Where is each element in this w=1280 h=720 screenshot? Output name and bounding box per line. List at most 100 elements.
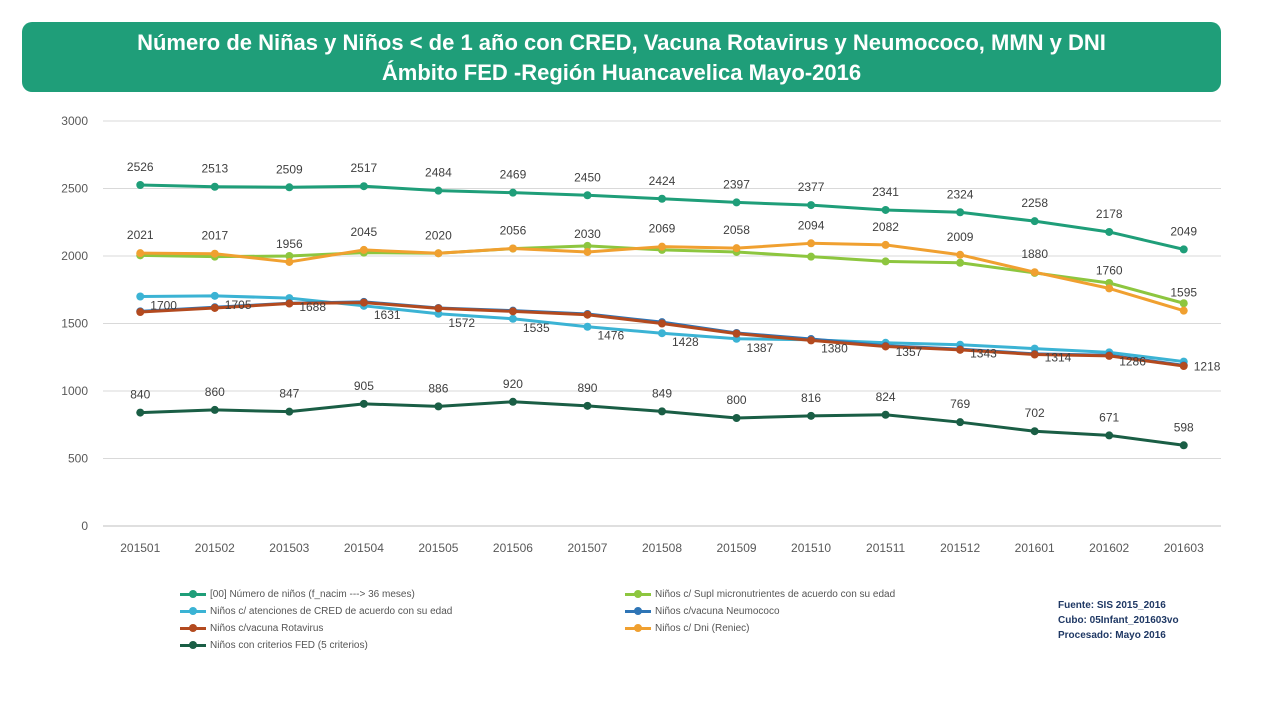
legend-item: Niños c/vacuna Neumococo: [625, 603, 780, 619]
data-label: 2178: [1096, 207, 1123, 221]
data-label: 2094: [798, 218, 825, 232]
data-label: 2045: [351, 225, 378, 239]
data-point: [1030, 350, 1039, 359]
data-label: 2258: [1021, 196, 1048, 210]
data-point: [956, 345, 965, 354]
data-label: 1595: [1170, 286, 1197, 300]
data-label: 2377: [798, 180, 825, 194]
source-line: Fuente: SIS 2015_2016: [1058, 600, 1166, 611]
data-label: 2424: [649, 174, 676, 188]
data-label: 890: [577, 381, 597, 395]
x-tick-label: 201511: [866, 541, 905, 555]
data-label: 1572: [448, 316, 475, 330]
legend-marker: [625, 605, 651, 617]
data-point: [881, 342, 890, 351]
data-label: 2513: [201, 162, 228, 176]
data-label: 2069: [649, 222, 676, 236]
data-point: [359, 182, 368, 191]
data-label: 920: [503, 377, 523, 391]
data-point: [881, 257, 890, 266]
data-label: 1286: [1119, 354, 1146, 368]
legend-label: Niños c/ Dni (Reniec): [655, 622, 750, 634]
x-tick-label: 201508: [642, 541, 682, 555]
data-point: [508, 314, 517, 323]
data-point: [1105, 227, 1114, 236]
data-point: [434, 304, 443, 313]
data-point: [1030, 268, 1039, 277]
y-tick-label: 2000: [61, 249, 88, 263]
data-label: 1535: [523, 321, 550, 335]
legend: [00] Número de niños (f_nacim ---> 36 me…: [180, 586, 1020, 666]
data-label: 2056: [500, 223, 527, 237]
data-label: 1380: [821, 342, 848, 356]
data-point: [136, 180, 145, 189]
data-label: 840: [130, 388, 150, 402]
data-label: 849: [652, 386, 672, 400]
legend-item: Niños c/ Supl micronutrientes de acuerdo…: [625, 586, 895, 602]
legend-marker: [180, 622, 206, 634]
chart-subtitle: Ámbito FED -Región Huancavelica Mayo-201…: [381, 60, 862, 85]
chart-title: Número de Niñas y Niños < de 1 año con C…: [137, 30, 1106, 55]
source-line: Cubo: 05Infant_201603vo: [1058, 615, 1179, 626]
legend-marker: [625, 588, 651, 600]
x-tick-label: 201602: [1089, 541, 1129, 555]
x-tick-label: 201503: [269, 541, 309, 555]
data-point: [956, 208, 965, 217]
data-label: 2017: [201, 229, 228, 243]
source-note: Fuente: SIS 2015_2016 Cubo: 05Infant_201…: [1058, 598, 1179, 643]
data-point: [732, 198, 741, 207]
data-point: [1179, 362, 1188, 371]
legend-item: Niños c/ atenciones de CRED de acuerdo c…: [180, 603, 452, 619]
data-point: [807, 336, 816, 345]
data-point: [210, 303, 219, 312]
data-point: [583, 191, 592, 200]
x-tick-label: 201502: [195, 541, 235, 555]
data-point: [359, 399, 368, 408]
data-point: [508, 397, 517, 406]
data-label: 1688: [299, 300, 326, 314]
data-point: [210, 249, 219, 258]
data-point: [508, 307, 517, 316]
data-label: 2049: [1170, 224, 1197, 238]
data-label: 1880: [1021, 247, 1048, 261]
legend-swatch-dot: [189, 624, 197, 632]
x-tick-label: 201510: [791, 541, 831, 555]
data-point: [508, 244, 517, 253]
data-label: 2469: [500, 168, 527, 182]
data-label: 1357: [896, 345, 923, 359]
legend-swatch-dot: [189, 641, 197, 649]
data-point: [210, 405, 219, 414]
data-point: [1179, 441, 1188, 450]
data-point: [1179, 299, 1188, 308]
data-label: 1956: [276, 237, 303, 251]
data-point: [434, 249, 443, 258]
legend-marker: [625, 622, 651, 634]
data-point: [1179, 306, 1188, 315]
data-point: [1105, 284, 1114, 293]
data-point: [285, 257, 294, 266]
legend-swatch-dot: [634, 590, 642, 598]
data-point: [136, 249, 145, 258]
data-label: 2484: [425, 166, 452, 180]
data-label: 2509: [276, 162, 303, 176]
data-point: [1179, 245, 1188, 254]
legend-swatch-dot: [189, 607, 197, 615]
data-label: 2020: [425, 228, 452, 242]
data-point: [807, 201, 816, 210]
data-point: [881, 410, 890, 419]
data-label: 847: [279, 387, 299, 401]
legend-swatch-dot: [634, 624, 642, 632]
data-point: [807, 411, 816, 420]
x-tick-label: 201501: [120, 541, 160, 555]
data-point: [658, 194, 666, 203]
data-label: 1428: [672, 335, 699, 349]
data-point: [583, 322, 592, 331]
data-point: [508, 188, 517, 197]
x-tick-label: 201512: [940, 541, 980, 555]
data-label: 800: [727, 393, 747, 407]
x-tick-label: 201507: [567, 541, 607, 555]
data-point: [732, 414, 741, 422]
data-point: [434, 402, 443, 411]
data-point: [956, 418, 965, 427]
legend-label: Niños c/ Supl micronutrientes de acuerdo…: [655, 588, 896, 600]
